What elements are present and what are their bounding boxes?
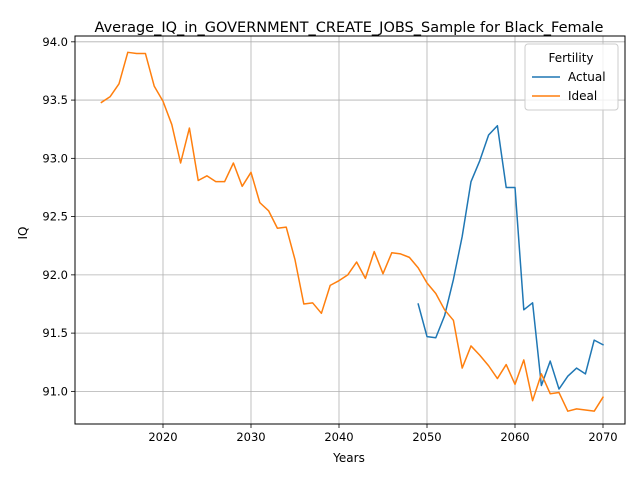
x-axis-ticks: 2020 2030 2040 2050 2060 2070	[148, 424, 618, 444]
series-line-ideal	[100, 51, 605, 412]
legend-box	[524, 43, 619, 111]
y-tick-label: 94.0	[42, 35, 68, 49]
y-tick-label: 93.0	[42, 151, 68, 165]
x-tick-label: 2030	[236, 430, 265, 444]
x-tick-label: 2040	[324, 430, 353, 444]
y-axis-ticks: 91.0 91.5 92.0 92.5 93.0 93.5 94.0	[42, 35, 75, 398]
x-axis-label: Years	[332, 451, 365, 465]
y-tick-label: 91.5	[42, 326, 68, 340]
legend-label-ideal: Ideal	[568, 89, 597, 103]
x-tick-label: 2050	[412, 430, 441, 444]
y-tick-label: 93.5	[42, 93, 68, 107]
legend: Fertility Actual Ideal	[524, 43, 619, 111]
x-tick-label: 2060	[500, 430, 529, 444]
series-line-actual	[417, 124, 605, 390]
x-tick-label: 2070	[588, 430, 617, 444]
y-tick-label: 92.0	[42, 268, 68, 282]
legend-title: Fertility	[548, 51, 593, 65]
y-tick-label: 92.5	[42, 210, 68, 224]
y-tick-label: 91.0	[42, 384, 68, 398]
y-axis-label: IQ	[16, 227, 30, 240]
series-layer	[100, 51, 605, 412]
x-tick-label: 2020	[148, 430, 177, 444]
legend-label-actual: Actual	[568, 70, 606, 84]
chart-title: Average_IQ_in_GOVERNMENT_CREATE_JOBS_Sam…	[95, 20, 604, 36]
plot-frame	[74, 35, 626, 425]
